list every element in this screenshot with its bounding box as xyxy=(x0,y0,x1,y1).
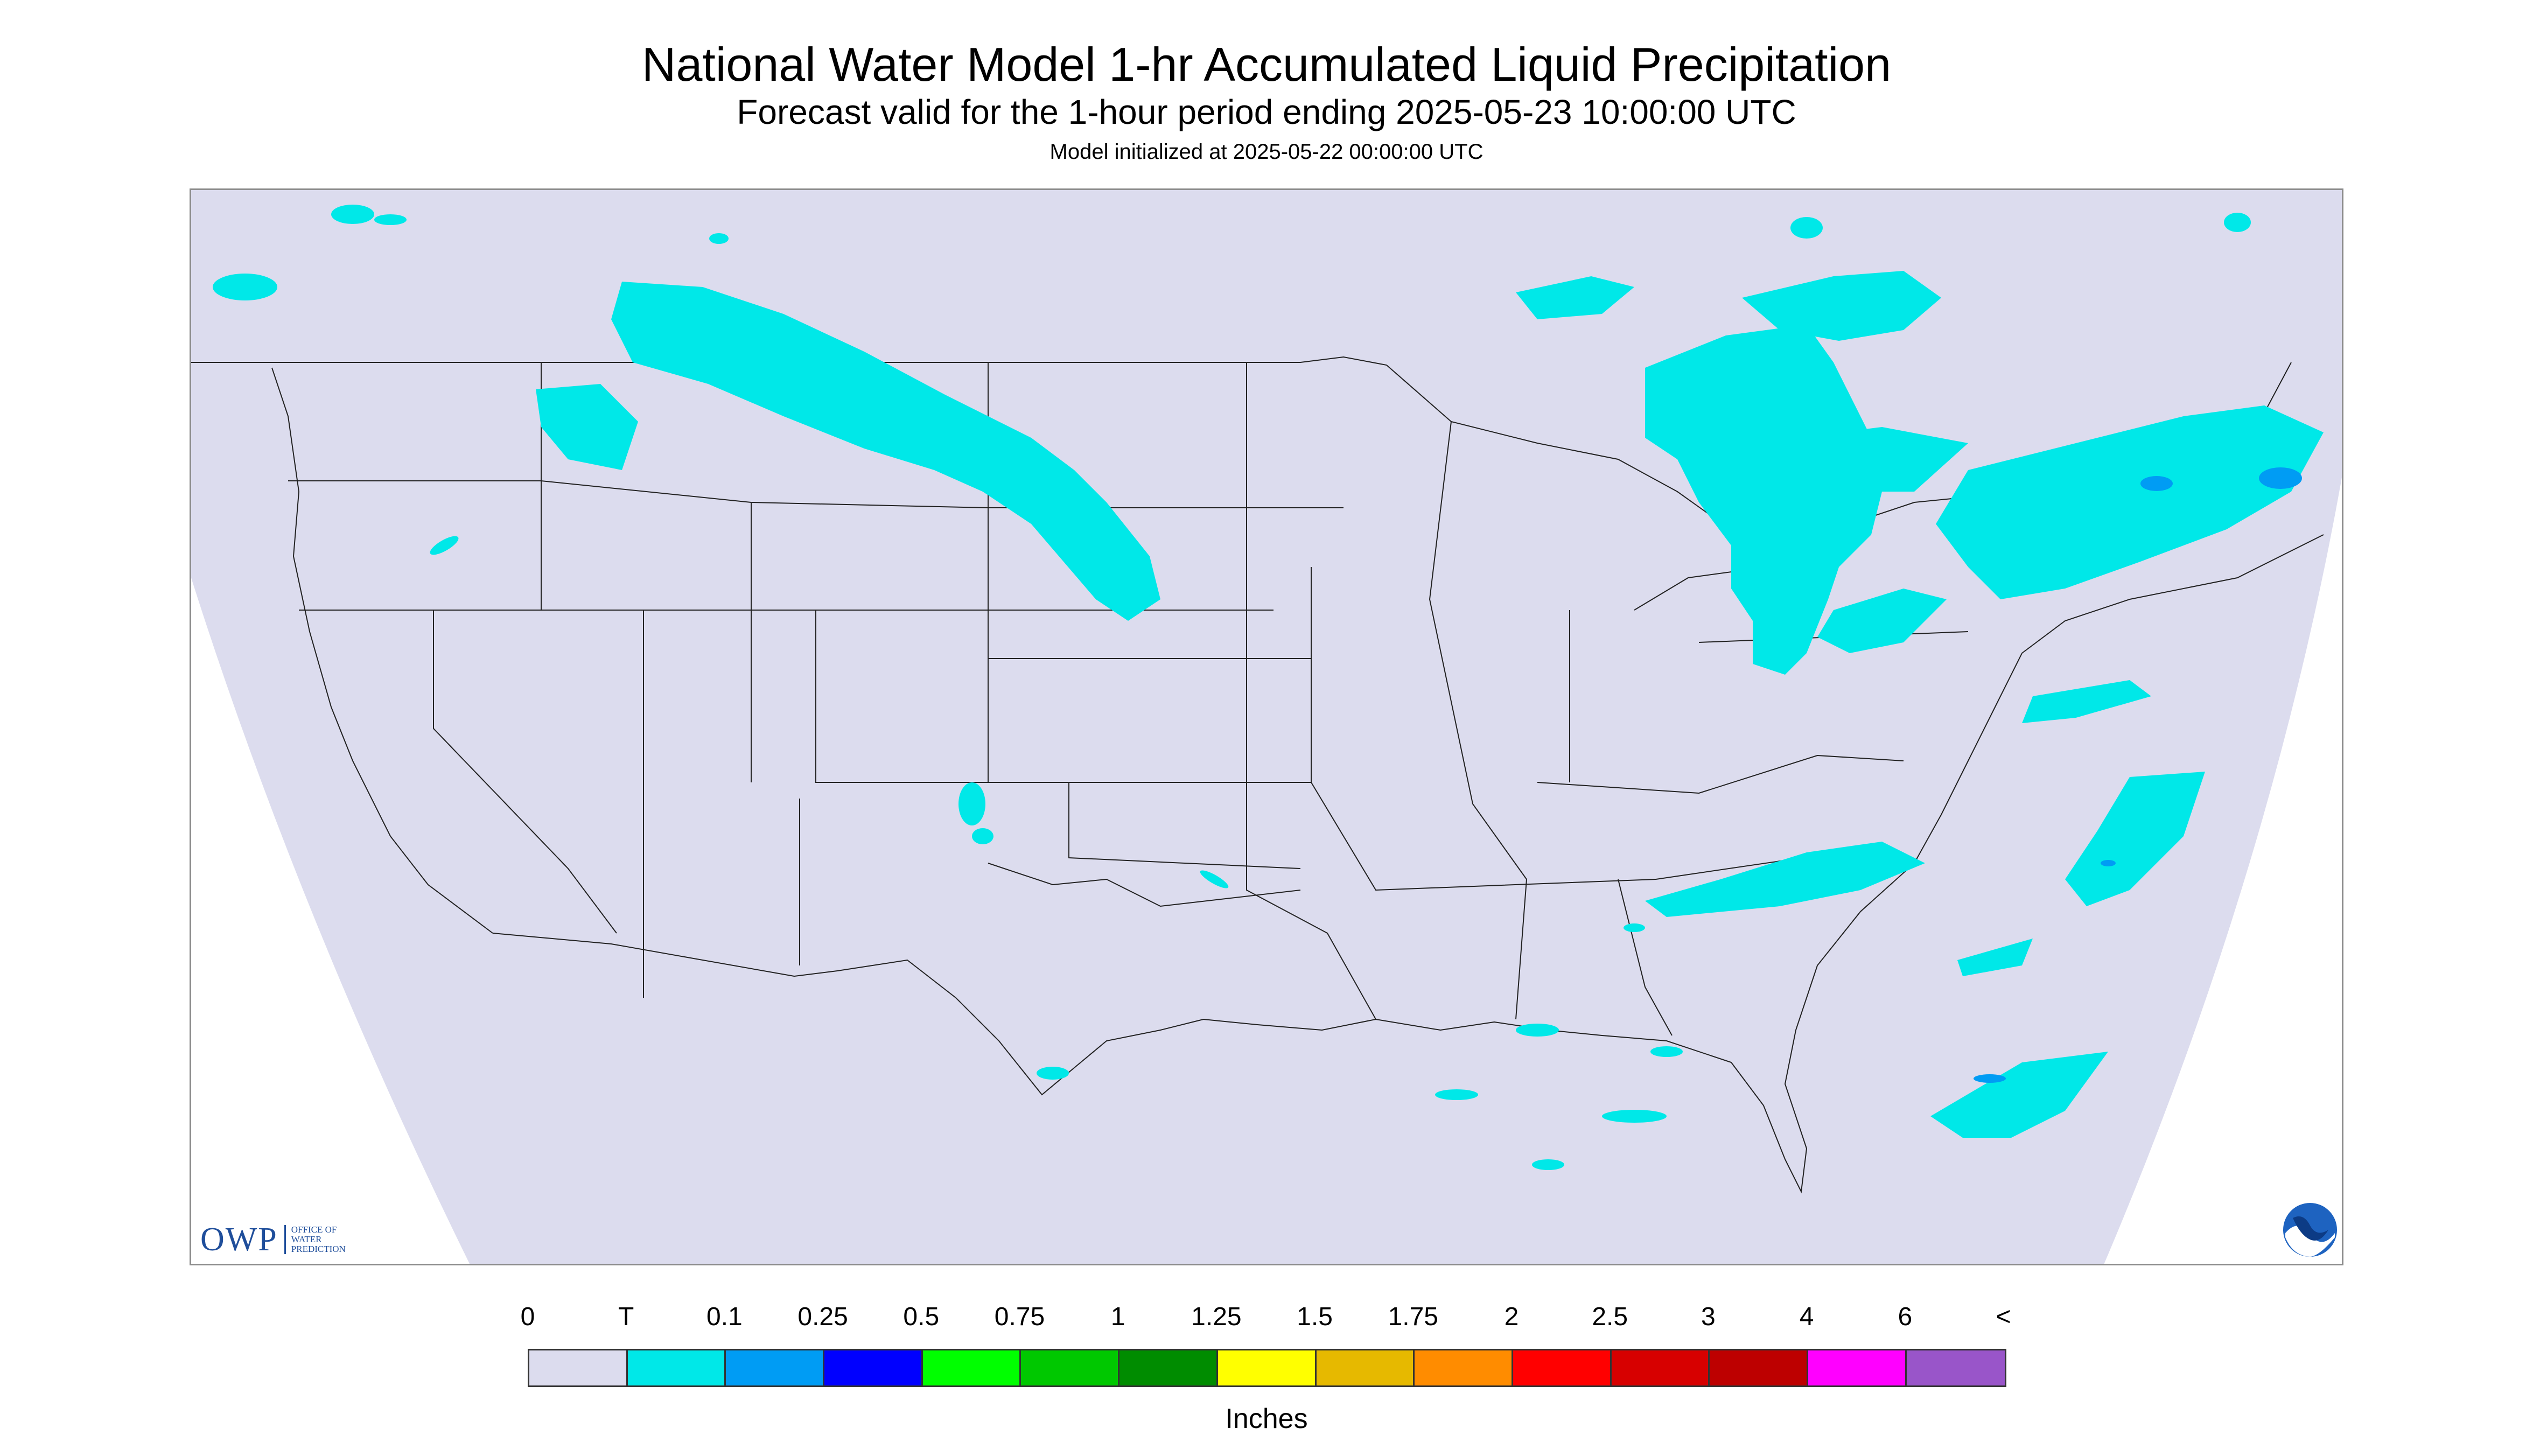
legend-label: 1.25 xyxy=(1191,1303,1242,1331)
model-init-time: Model initialized at 2025-05-22 00:00:00… xyxy=(1049,140,1484,164)
map-subtitle: Forecast valid for the 1-hour period end… xyxy=(737,93,1796,131)
legend-swatch xyxy=(1021,1350,1120,1385)
legend-label: T xyxy=(618,1303,634,1331)
precipitation-map xyxy=(190,188,2343,1265)
legend-swatch xyxy=(824,1350,923,1385)
legend-swatch xyxy=(1710,1350,1808,1385)
legend-swatch xyxy=(1611,1350,1710,1385)
owp-acronym: OWP xyxy=(200,1221,278,1258)
legend-swatch xyxy=(627,1350,726,1385)
legend-label: < xyxy=(1996,1303,2011,1331)
legend-swatch xyxy=(1906,1350,2005,1385)
legend-label: 0 xyxy=(520,1303,535,1331)
noaa-emblem-icon xyxy=(2283,1203,2337,1257)
legend-swatch xyxy=(1217,1350,1317,1385)
owp-name: OFFICE OF WATER PREDICTION xyxy=(284,1225,367,1254)
legend-label: 2.5 xyxy=(1592,1303,1628,1331)
trace-precipitation xyxy=(213,205,2324,1170)
legend-swatch xyxy=(1513,1350,1612,1385)
legend-label: 1.5 xyxy=(1297,1303,1333,1331)
legend-swatch xyxy=(1808,1350,1907,1385)
legend-swatch xyxy=(1415,1350,1513,1385)
legend-label: 0.5 xyxy=(903,1303,940,1331)
map-title: National Water Model 1-hr Accumulated Li… xyxy=(641,38,1892,91)
legend-units: Inches xyxy=(1225,1403,1308,1434)
legend-label: 4 xyxy=(1799,1303,1814,1331)
legend-label: 2 xyxy=(1504,1303,1519,1331)
legend-labels: 0 T 0.1 0.25 0.5 0.75 1 1.25 1.5 1.75 2 2.5 3 4 6 < xyxy=(0,1302,2533,1334)
legend-label: 0.25 xyxy=(797,1303,848,1331)
legend-swatch xyxy=(1119,1350,1218,1385)
legend-swatch xyxy=(922,1350,1021,1385)
legend-swatch xyxy=(726,1350,825,1385)
map-canvas xyxy=(191,190,2342,1264)
legend-swatch xyxy=(529,1350,628,1385)
owp-logo: OWP OFFICE OF WATER PREDICTION xyxy=(200,1218,367,1261)
legend-label: 0.1 xyxy=(706,1303,743,1331)
legend-label: 1 xyxy=(1110,1303,1125,1331)
legend-label: 3 xyxy=(1701,1303,1716,1331)
legend-label: 6 xyxy=(1898,1303,1913,1331)
legend-color-bar xyxy=(528,1349,2007,1387)
legend-label: 1.75 xyxy=(1388,1303,1438,1331)
light-precipitation xyxy=(1974,467,2302,1083)
legend-label: 0.75 xyxy=(994,1303,1045,1331)
noaa-logo xyxy=(2282,1202,2338,1258)
legend-swatch xyxy=(1316,1350,1415,1385)
